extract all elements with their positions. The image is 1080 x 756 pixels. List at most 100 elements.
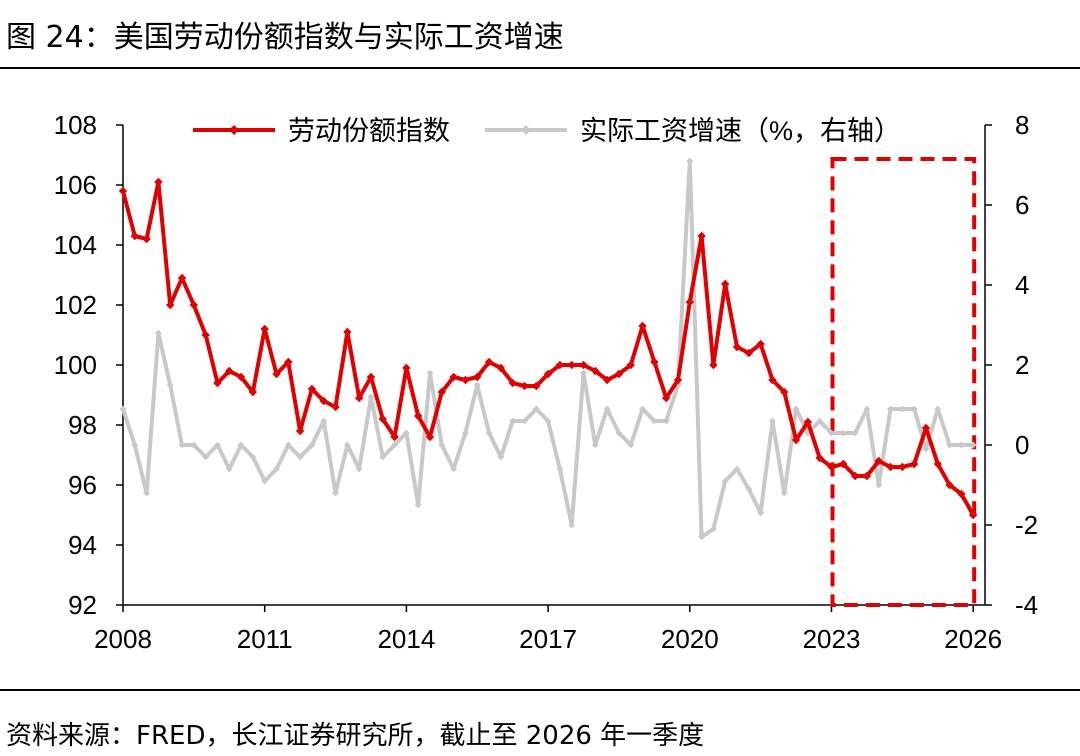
data-point [674,381,682,389]
data-point [414,501,422,509]
data-point [686,157,694,165]
data-point [249,453,257,461]
data-point [366,372,376,382]
x-tick-label: 2011 [237,624,293,654]
data-point [450,465,458,473]
data-point [284,441,292,449]
title-divider [0,67,1080,69]
data-point [260,324,269,334]
data-point [225,366,234,376]
data-point [567,360,576,370]
data-point [733,465,741,473]
data-point [355,465,363,473]
data-point [946,441,953,449]
data-point [591,441,599,449]
legend-label: 实际工资增速（%，右轴） [580,116,901,146]
x-tick-label: 2023 [803,624,861,654]
left-tick-label: 94 [68,530,97,560]
data-point [496,363,506,373]
data-point [815,453,824,463]
data-point [910,405,918,413]
data-point [449,372,458,382]
data-point [425,432,435,442]
data-point [308,441,316,449]
series-line [121,159,976,539]
data-point [178,441,186,449]
data-point [673,375,683,385]
data-point [521,417,528,425]
left-tick-label: 108 [54,110,97,140]
data-point [744,348,754,358]
legend-swatch-marker [229,125,239,135]
data-point [509,417,517,425]
data-point [485,429,493,437]
data-point [792,405,800,413]
data-point [638,321,647,331]
data-point [177,273,187,283]
data-point [284,357,293,367]
data-point [307,384,317,394]
right-tick-label: 4 [1015,270,1029,300]
highlight-box-layer [830,157,977,607]
data-point [957,441,965,449]
left-tick-label: 104 [54,230,97,260]
data-point [968,510,978,520]
data-point [839,459,848,469]
data-point [143,489,151,497]
data-point [721,279,730,289]
data-point [426,369,434,377]
data-point [189,300,199,310]
data-point [745,485,753,493]
data-point [603,405,611,413]
data-point [379,453,387,461]
legend-item: 实际工资增速（%，右轴） [485,116,901,146]
data-point [933,459,942,469]
data-point [862,471,872,481]
data-point [213,378,222,388]
data-point [568,521,576,529]
data-point [508,378,517,388]
series-labor-share-index [118,177,978,520]
data-point [626,360,635,370]
data-point [710,525,717,533]
data-point [473,381,481,389]
data-point [154,177,163,187]
data-point [579,360,588,370]
data-point [661,393,671,403]
data-point [685,297,694,307]
data-point [543,369,553,379]
data-point [201,330,210,340]
left-tick-label: 98 [68,410,97,440]
data-point [402,363,411,373]
data-point [921,423,931,433]
data-point [131,441,139,449]
data-point [296,453,304,461]
data-point [756,339,765,349]
data-point [190,441,198,449]
data-point [957,489,966,499]
data-point [248,387,258,397]
series-real-wage-growth [119,157,977,541]
figure-title: 图 24：美国劳动份额指数与实际工资增速 [6,20,564,55]
data-point [461,375,470,385]
data-point [343,327,352,337]
legend-label: 劳动份额指数 [288,116,450,146]
data-point [922,445,930,453]
data-point [484,357,494,367]
data-point [320,417,328,425]
data-point [390,432,399,442]
data-point [437,387,447,397]
chart-canvas: 108 106 104 102 100 98 96 94 92 8 6 4 2 0 -2 -4 2008 2011… [54,110,1039,654]
data-point [391,441,398,449]
x-tick-label: 2026 [944,624,1002,654]
data-point [732,342,742,352]
data-point [236,372,246,382]
data-point [532,405,540,413]
data-point [343,441,351,449]
data-point [520,381,529,391]
data-point [863,405,871,413]
source-divider [0,689,1080,691]
highlight-box [830,157,977,607]
data-point [119,405,127,413]
data-point [402,429,410,437]
